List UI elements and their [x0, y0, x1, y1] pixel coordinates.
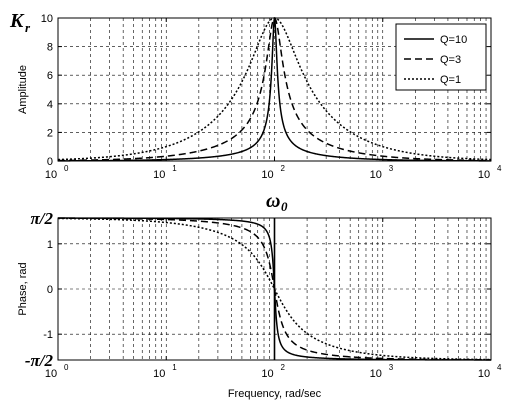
x-tick-label: 10 [153, 368, 165, 380]
x-tick-exponent: 4 [497, 363, 502, 372]
legend-box [395, 23, 487, 91]
x-tick-exponent: 2 [281, 363, 286, 372]
y-tick-label: 8 [47, 42, 53, 54]
y-tick-label: π/2 [30, 209, 53, 228]
x-tick-label: 10 [370, 169, 382, 181]
series-line-q-1-part2 [273, 288, 492, 361]
series-line-q-10-part2 [273, 289, 491, 361]
y-axis-label: Amplitude [17, 65, 29, 114]
series-line-q-1-part1 [57, 217, 276, 290]
x-tick-exponent: 0 [64, 363, 69, 372]
x-tick-label: 10 [478, 169, 490, 181]
x-axis-label: Frequency, rad/sec [228, 388, 322, 400]
panel-bottom: 10 0 10 1 10 2 10 3 10 4 -π/2 -1 0 1 π/2 Phase, rad Freq… [17, 190, 502, 400]
x-tick-label: 10 [370, 368, 382, 380]
series-line-q-3-part2 [273, 288, 491, 361]
x-tick-exponent: 0 [64, 164, 69, 173]
x-tick-label: 10 [45, 169, 57, 181]
y-tick-label: 0 [47, 284, 53, 296]
x-tick-exponent: 1 [172, 363, 177, 372]
y-tick-label: -1 [43, 329, 53, 341]
x-tick-exponent: 2 [281, 164, 286, 173]
y-axis-label: Phase, rad [17, 262, 29, 315]
y-tick-label: -π/2 [25, 351, 54, 370]
x-tick-label: 10 [45, 368, 57, 380]
legend-label: Q=10 [440, 34, 467, 46]
x-tick-label: 10 [478, 368, 490, 380]
y-tick-label: 4 [47, 99, 53, 111]
legend: Q=10 Q=3 Q=1 [395, 23, 487, 91]
x-tick-label: 10 [153, 169, 165, 181]
x-tick-exponent: 4 [497, 164, 502, 173]
corner-label-kr: K [9, 10, 25, 32]
y-tick-label: 0 [47, 156, 53, 168]
x-tick-exponent: 3 [389, 164, 394, 173]
corner-label-kr-sub: r [25, 20, 31, 35]
legend-label: Q=1 [440, 74, 461, 86]
y-tick-label: 1 [47, 239, 53, 251]
y-tick-label: 2 [47, 127, 53, 139]
legend-label: Q=3 [440, 54, 461, 66]
x-tick-exponent: 3 [389, 363, 394, 372]
omega0-subscript: 0 [281, 199, 288, 214]
x-tick-label: 10 [261, 169, 273, 181]
x-tick-exponent: 1 [172, 164, 177, 173]
x-tick-label: 10 [261, 368, 273, 380]
omega0-label: ω [266, 190, 280, 212]
y-tick-label: 6 [47, 70, 53, 82]
y-tick-label: 10 [41, 13, 53, 25]
